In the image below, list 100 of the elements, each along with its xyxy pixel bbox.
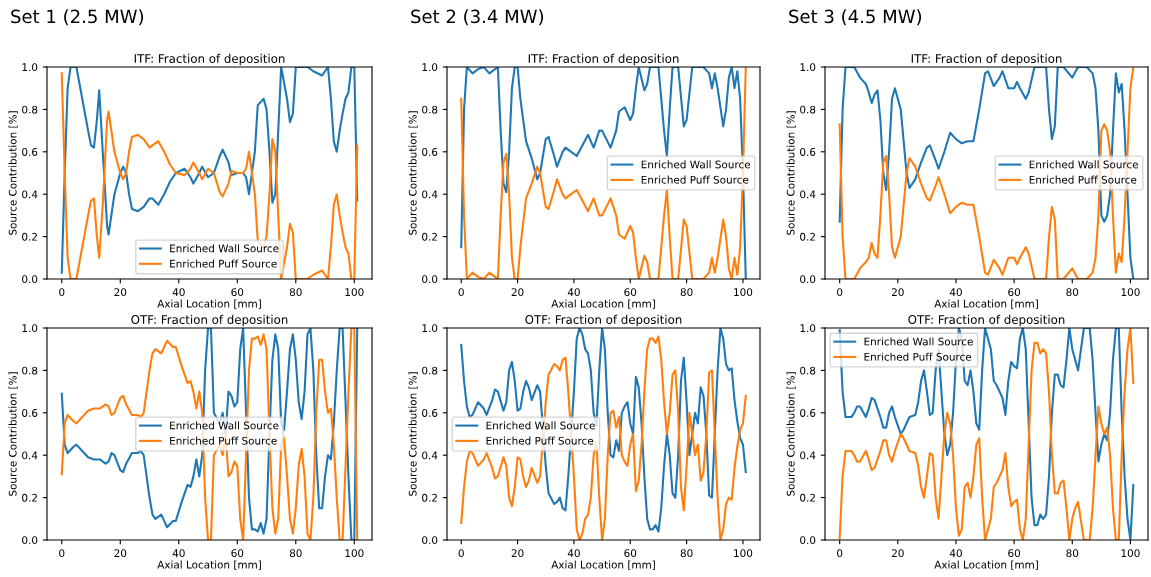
x-tick-label: 100 [345, 288, 364, 297]
legend-label: Enriched Puff Source [170, 436, 277, 445]
chart-title: ITF: Fraction of deposition [911, 53, 1062, 66]
y-axis-title: Source Contribution [%] [8, 111, 18, 235]
y-tick-label: 0.0 [22, 275, 38, 284]
y-axis-title: Source Contribution [%] [8, 372, 18, 496]
y-tick-label: 0.2 [422, 232, 437, 241]
x-tick-label: 0 [458, 549, 464, 558]
x-tick-label: 80 [680, 549, 693, 558]
y-axis-title: Source Contribution [%] [408, 111, 418, 235]
y-tick-label: 0.6 [22, 409, 38, 417]
x-tick-label: 20 [891, 288, 904, 297]
y-tick-label: 0.8 [22, 366, 38, 375]
y-tick-label: 0.6 [800, 409, 816, 417]
x-tick-label: 100 [734, 549, 753, 558]
x-tick-label: 80 [289, 549, 302, 558]
chart-title: ITF: Fraction of deposition [134, 53, 285, 66]
x-tick-label: 20 [511, 549, 524, 558]
y-tick-label: 0.2 [22, 493, 37, 502]
legend-label: Enriched Wall Source [641, 160, 751, 169]
chart-title: OTF: Fraction of deposition [908, 314, 1065, 327]
legend-label: Enriched Wall Source [486, 421, 595, 430]
x-tick-label: 20 [891, 549, 904, 558]
x-tick-label: 40 [567, 288, 580, 297]
y-tick-label: 0.4 [22, 451, 38, 460]
y-tick-label: 0.0 [422, 275, 438, 284]
x-tick-label: 20 [511, 288, 524, 297]
y-tick-label: 0.6 [422, 409, 438, 417]
text: Set 1 (2.5 MW) [11, 9, 144, 26]
y-tick-label: 1.0 [22, 63, 38, 72]
x-tick-label: 60 [1008, 549, 1021, 558]
x-tick-label: 100 [1121, 549, 1140, 558]
y-tick-label: 0.8 [800, 105, 816, 114]
x-tick-label: 40 [172, 288, 185, 297]
y-tick-label: 1.0 [422, 63, 438, 72]
x-tick-label: 80 [289, 288, 302, 297]
x-tick-label: 20 [114, 288, 127, 297]
line-series [60, 328, 359, 540]
legend-label: Enriched Wall Source [864, 337, 973, 346]
text: Set 3 (4.5 MW) [789, 9, 922, 26]
chart-title: OTF: Fraction of deposition [131, 314, 288, 327]
x-tick-label: 80 [1066, 288, 1079, 297]
line-series [838, 328, 1135, 540]
x-tick-label: 80 [1066, 549, 1079, 558]
x-axis-title: Axial Location [mm] [934, 560, 1038, 570]
x-tick-label: 100 [734, 288, 753, 297]
legend-label: Enriched Wall Source [170, 421, 279, 430]
y-axis-title: Source Contribution [%] [786, 372, 796, 496]
y-tick-label: 0.2 [800, 493, 815, 502]
legend-label: Enriched Wall Source [170, 244, 279, 253]
y-tick-label: 0.0 [22, 536, 38, 545]
y-tick-label: 0.6 [422, 148, 438, 156]
x-axis-title: Axial Location [mm] [157, 299, 261, 309]
legend-label: Enriched Puff Source [641, 175, 749, 184]
x-tick-label: 60 [231, 288, 244, 297]
y-tick-label: 0.6 [800, 148, 816, 156]
y-tick-label: 0.4 [800, 190, 816, 199]
x-axis-title: Axial Location [mm] [551, 299, 655, 309]
x-tick-label: 60 [624, 549, 637, 558]
y-tick-label: 0.2 [422, 493, 437, 502]
x-tick-label: 100 [1121, 288, 1140, 297]
x-tick-label: 60 [624, 288, 637, 297]
x-tick-label: 60 [1008, 288, 1021, 297]
x-tick-label: 0 [458, 288, 464, 297]
legend-label: Enriched Puff Source [864, 352, 972, 361]
y-tick-label: 0.8 [800, 366, 816, 375]
y-tick-label: 0.0 [800, 275, 816, 284]
y-axis-title: Source Contribution [%] [408, 372, 418, 496]
x-tick-label: 60 [231, 549, 244, 558]
legend-label: Enriched Puff Source [170, 259, 277, 268]
x-axis-title: Axial Location [mm] [551, 560, 655, 570]
x-tick-label: 40 [949, 549, 962, 558]
x-tick-label: 100 [345, 549, 364, 558]
y-tick-label: 0.8 [422, 366, 438, 375]
legend-label: Enriched Puff Source [1029, 175, 1137, 184]
x-axis-title: Axial Location [mm] [934, 299, 1038, 309]
x-tick-label: 0 [59, 288, 65, 297]
chart-title: OTF: Fraction of deposition [525, 314, 682, 327]
y-tick-label: 0.2 [22, 232, 37, 241]
y-tick-label: 1.0 [800, 324, 816, 333]
legend-label: Enriched Wall Source [1029, 160, 1139, 169]
y-tick-label: 0.0 [800, 536, 816, 545]
x-tick-label: 0 [837, 549, 843, 558]
x-tick-label: 0 [59, 549, 65, 558]
chart-title: ITF: Fraction of deposition [528, 53, 679, 66]
y-tick-label: 0.4 [422, 190, 438, 199]
x-tick-label: 40 [949, 288, 962, 297]
x-axis-title: Axial Location [mm] [157, 560, 261, 570]
y-tick-label: 0.8 [22, 105, 38, 114]
y-tick-label: 1.0 [422, 324, 438, 333]
y-tick-label: 0.0 [422, 536, 438, 545]
x-tick-label: 80 [680, 288, 693, 297]
x-tick-label: 40 [567, 549, 580, 558]
y-tick-label: 0.2 [800, 232, 815, 241]
y-axis-title: Source Contribution [%] [786, 111, 796, 235]
legend-label: Enriched Puff Source [486, 436, 594, 445]
x-tick-label: 0 [837, 288, 843, 297]
y-tick-label: 0.4 [800, 451, 816, 460]
y-tick-label: 1.0 [800, 63, 816, 72]
text: Set 2 (3.4 MW) [411, 9, 544, 26]
